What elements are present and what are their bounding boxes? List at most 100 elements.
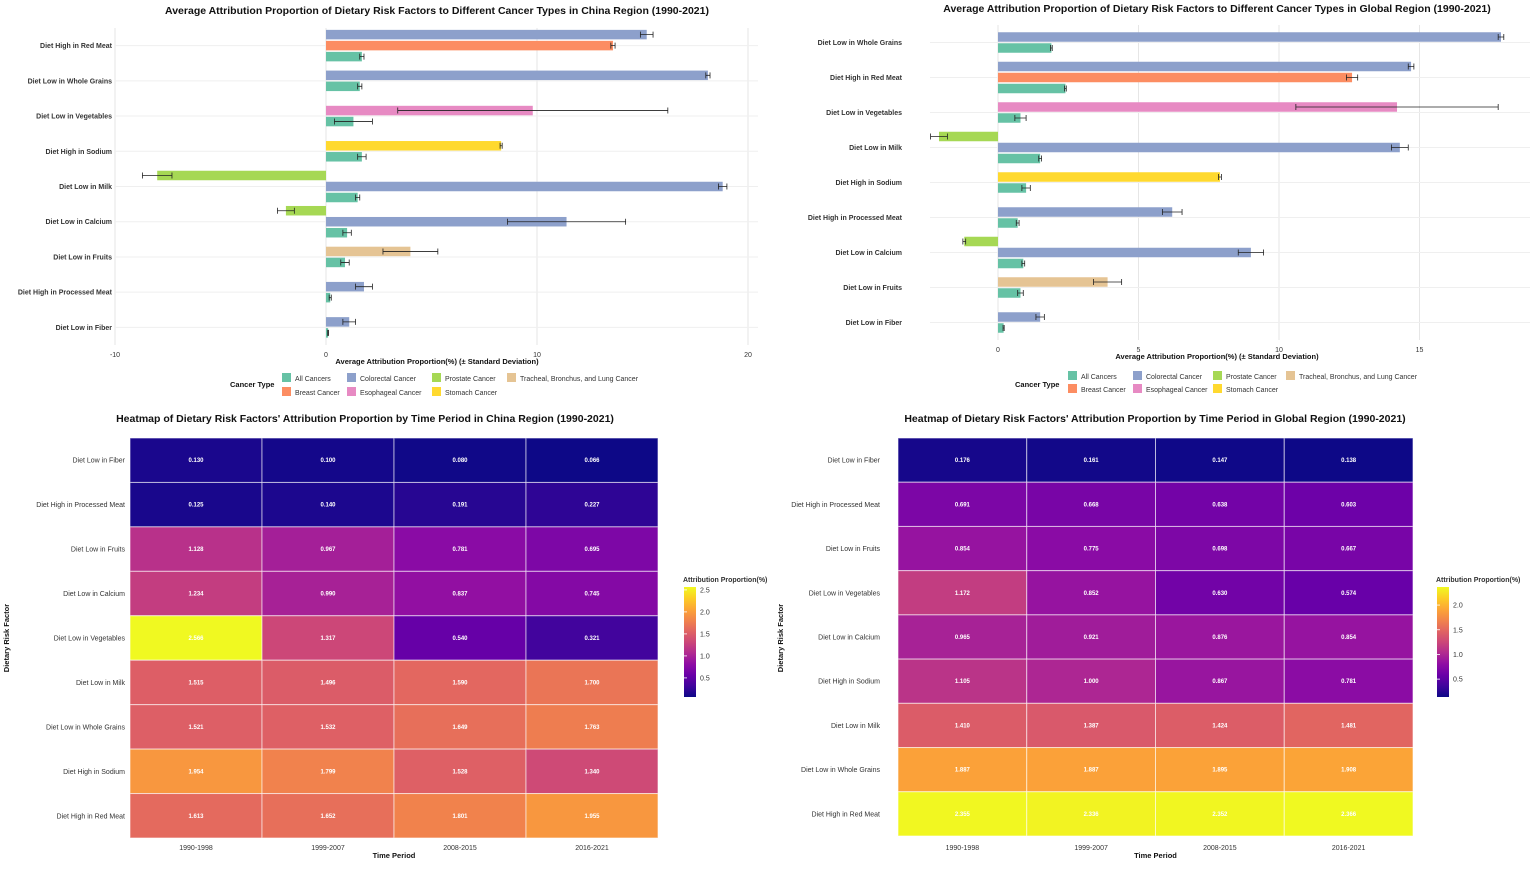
cell-value: 1.000	[1084, 679, 1100, 685]
cell-value: 1.340	[584, 769, 600, 775]
y-tick-label: Diet Low in Fiber	[827, 458, 880, 465]
x-tick-label: 20	[744, 352, 752, 359]
colorbar-tick-label: 1.0	[1453, 652, 1463, 659]
error-bar	[277, 207, 295, 214]
bar	[998, 102, 1398, 112]
x-axis-title: Average Attribution Proportion(%) (± Sta…	[1115, 352, 1319, 361]
colorbar-tick-label: 0.5	[700, 675, 710, 682]
error-bar	[1035, 314, 1045, 320]
bar	[998, 142, 1400, 153]
error-bar	[359, 53, 365, 60]
y-axis-title: Dietary Risk Factor	[2, 604, 11, 672]
y-tick-label: Diet Low in Whole Grains	[801, 767, 880, 774]
cell-value: 1.649	[452, 725, 468, 731]
error-bar	[1038, 155, 1042, 162]
cell-value: 1.801	[452, 814, 468, 820]
bar	[326, 181, 723, 192]
error-bar	[1021, 260, 1026, 267]
bar	[998, 153, 1041, 164]
heatmap-cell	[897, 791, 1028, 837]
cell-value: 1.424	[1212, 723, 1228, 729]
bar	[998, 32, 1501, 42]
error-bar	[142, 172, 173, 179]
heatmap-cell	[1283, 791, 1414, 837]
x-axis-title: Average Attribution Proportion(%) (± Sta…	[335, 357, 539, 366]
y-tick-label: Diet Low in Whole Grains	[28, 78, 113, 85]
legend-label: All Cancers	[1081, 374, 1117, 381]
bar	[938, 131, 998, 142]
cell-value: 0.854	[1341, 635, 1357, 641]
bar	[326, 216, 567, 227]
bar	[326, 317, 350, 327]
heatmap-cell	[1283, 437, 1414, 483]
cell-value: 1.387	[1084, 723, 1100, 729]
heatmap-cell	[897, 747, 1028, 793]
legend-swatch	[347, 387, 356, 396]
bar	[326, 227, 348, 238]
cell-value: 0.080	[452, 458, 468, 464]
x-tick-label: 15	[1416, 347, 1424, 354]
heatmap-cell	[129, 615, 263, 661]
error-bar	[1017, 290, 1024, 296]
error-bar	[328, 294, 332, 301]
cell-value: 1.528	[452, 769, 468, 775]
cell-value: 2.352	[1212, 812, 1228, 818]
cell-value: 1.954	[188, 769, 204, 775]
cell-value: 1.763	[584, 725, 600, 731]
chart-title: Heatmap of Dietary Risk Factors' Attribu…	[904, 413, 1405, 425]
cell-value: 0.630	[1212, 591, 1228, 597]
cell-value: 0.698	[1212, 547, 1228, 553]
cell-value: 0.852	[1084, 591, 1100, 597]
bar	[998, 312, 1041, 322]
error-bar	[962, 238, 967, 245]
error-bar	[610, 42, 616, 49]
heatmap-cell	[393, 615, 527, 661]
error-bar	[355, 194, 361, 201]
colorbar-tick-label: 2.5	[700, 587, 710, 594]
cell-value: 0.191	[452, 503, 468, 509]
bar	[998, 113, 1021, 123]
heatmap-cell	[393, 793, 527, 839]
error-bar	[1093, 279, 1123, 285]
bar	[326, 152, 362, 162]
legend-label: Breast Cancer	[1081, 387, 1126, 394]
colorbar-tick-label: 2.0	[700, 609, 710, 616]
cell-value: 0.775	[1084, 547, 1100, 553]
error-bar	[382, 248, 439, 255]
cell-value: 1.895	[1212, 768, 1228, 774]
legend-label: Tracheal, Bronchus, and Lung Cancer	[520, 376, 639, 383]
legend-swatch	[1213, 371, 1222, 380]
cell-value: 1.105	[955, 679, 971, 685]
cell-value: 1.410	[955, 723, 971, 729]
y-tick-label: Diet Low in Whole Grains	[818, 40, 903, 47]
legend-label: All Cancers	[295, 376, 331, 383]
legend-swatch	[1286, 371, 1295, 380]
error-bar	[1295, 104, 1499, 110]
legend-swatch	[1068, 384, 1077, 393]
error-bar	[1346, 74, 1359, 81]
cell-value: 1.234	[188, 592, 204, 598]
legend-label: Stomach Cancer	[445, 390, 498, 397]
error-bar	[639, 31, 654, 38]
y-tick-label: Diet Low in Fiber	[72, 458, 125, 465]
y-tick-label: Diet High in Processed Meat	[36, 502, 125, 509]
cell-value: 0.745	[584, 592, 600, 598]
legend-label: Colorectal Cancer	[360, 376, 417, 383]
heatmap-cell	[1283, 702, 1414, 749]
heatmap-cell	[897, 702, 1028, 749]
cell-value: 0.854	[955, 547, 971, 553]
x-tick-label: 2008-2015	[443, 845, 477, 852]
y-axis-title: Dietary Risk Factor	[776, 604, 785, 672]
error-bar	[334, 118, 373, 125]
cell-value: 2.336	[1084, 812, 1100, 818]
cell-value: 0.540	[452, 636, 468, 642]
heatmap-cell	[1155, 658, 1285, 704]
legend-label: Breast Cancer	[295, 390, 340, 397]
cell-value: 0.130	[188, 458, 204, 464]
cell-value: 1.172	[955, 591, 971, 597]
heatmap-cell	[1026, 747, 1156, 793]
heatmap-cell	[1283, 481, 1414, 527]
y-tick-label: Diet High in Processed Meat	[791, 502, 880, 509]
y-tick-label: Diet Low in Milk	[59, 184, 112, 191]
